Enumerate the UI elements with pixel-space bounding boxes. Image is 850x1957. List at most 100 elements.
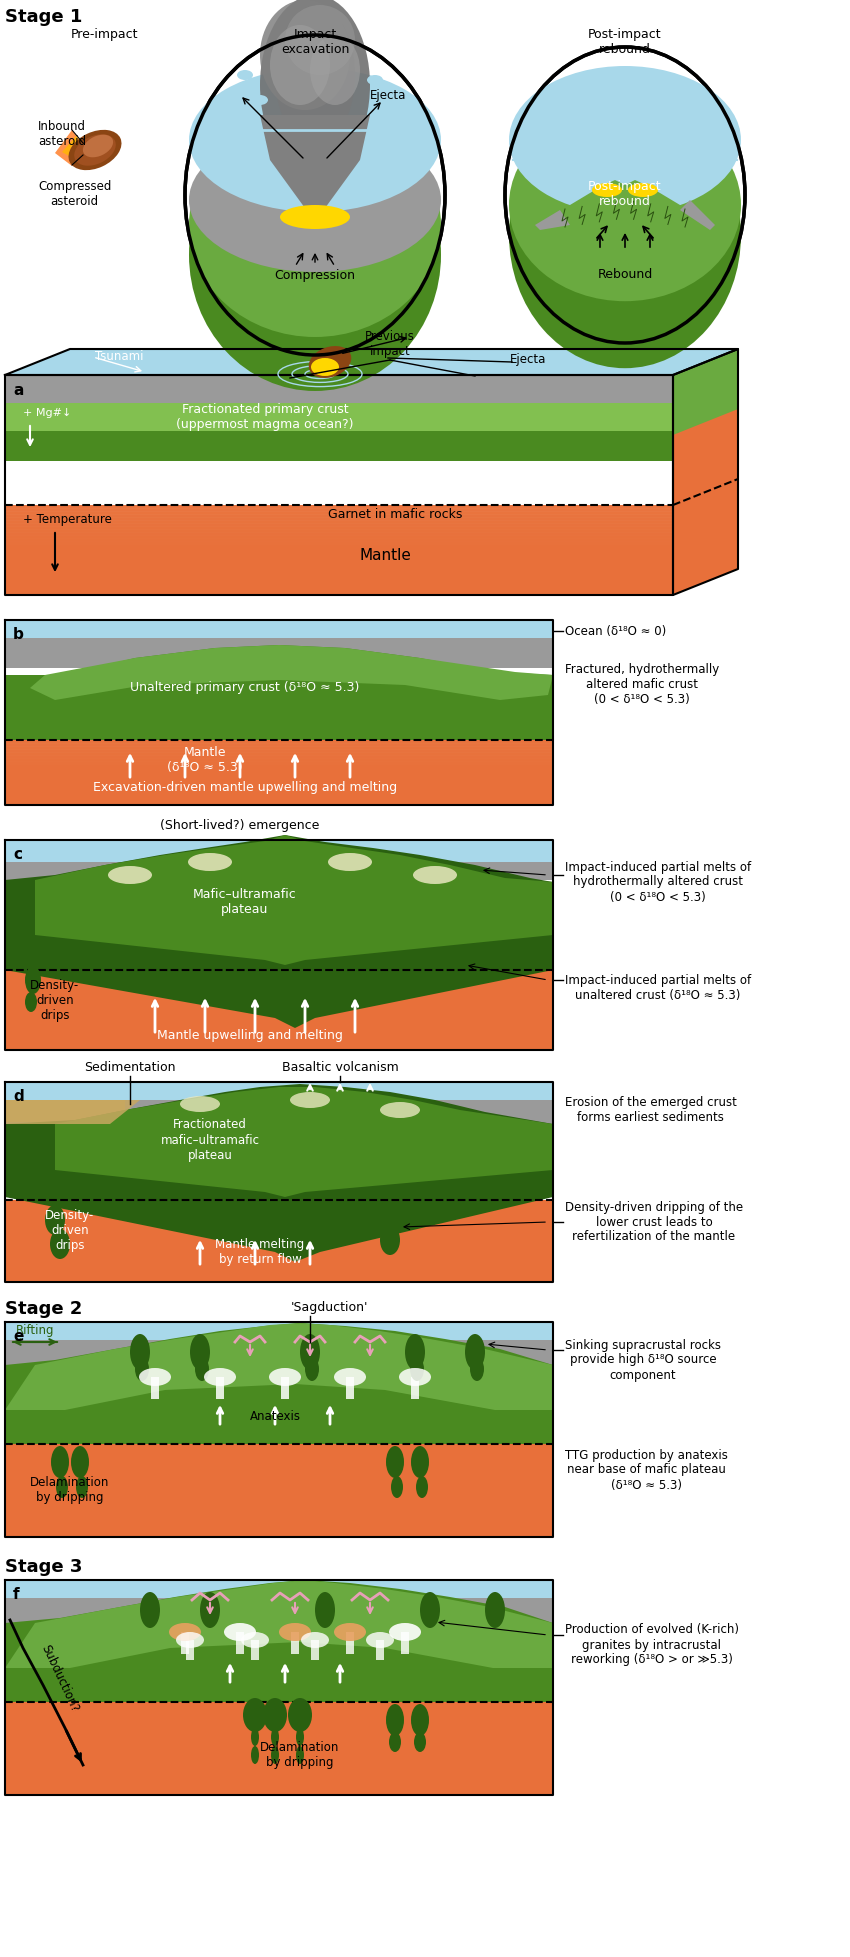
Bar [5,1444,553,1536]
Text: Density-driven dripping of the
lower crust leads to
refertilization of the mantl: Density-driven dripping of the lower cru… [565,1200,743,1243]
Polygon shape [5,646,553,740]
Ellipse shape [290,1092,330,1108]
Text: d: d [13,1088,24,1104]
Bar [181,1632,189,1654]
Bar [376,1640,384,1660]
Bar [5,1082,553,1104]
Bar [5,761,553,765]
Ellipse shape [509,110,741,301]
Ellipse shape [69,129,122,170]
Text: b: b [13,626,24,642]
Ellipse shape [140,1591,160,1628]
Text: Ejecta: Ejecta [510,354,547,366]
Bar [5,750,553,753]
Text: c: c [13,847,22,861]
Ellipse shape [328,853,372,871]
Bar [5,509,673,513]
Bar [5,744,553,748]
Text: TTG production by anatexis
near base of mafic plateau
(δ¹⁸O ≈ 5.3): TTG production by anatexis near base of … [565,1448,728,1491]
Ellipse shape [315,1591,335,1628]
Ellipse shape [243,1699,267,1732]
Ellipse shape [628,184,658,198]
Bar [5,1323,553,1344]
Ellipse shape [386,1705,404,1736]
Ellipse shape [280,205,350,229]
Polygon shape [5,1579,553,1703]
Ellipse shape [189,127,441,272]
Ellipse shape [301,1632,329,1648]
Ellipse shape [185,35,445,354]
Ellipse shape [411,1705,429,1736]
Text: Stage 1: Stage 1 [5,8,82,25]
Ellipse shape [288,1699,312,1732]
Text: + Temperature: + Temperature [23,513,112,526]
Ellipse shape [380,1102,420,1117]
Bar [5,763,553,767]
Text: Inbound
asteroid: Inbound asteroid [38,119,86,149]
Bar [5,757,553,761]
Ellipse shape [237,70,253,80]
Ellipse shape [190,1335,210,1370]
Bar [5,740,553,744]
Text: (Short-lived?) emergence: (Short-lived?) emergence [161,818,320,832]
Ellipse shape [25,967,41,994]
Text: Stage 3: Stage 3 [5,1558,82,1575]
Bar [281,1378,289,1399]
Text: Impact
excavation: Impact excavation [280,27,349,57]
Ellipse shape [251,1746,259,1763]
Bar [5,431,673,462]
Ellipse shape [279,1622,311,1642]
Ellipse shape [224,1622,256,1642]
Ellipse shape [195,1356,209,1382]
Ellipse shape [260,0,370,174]
Text: Ejecta: Ejecta [370,88,406,102]
Bar [5,746,553,750]
Ellipse shape [414,1732,426,1752]
Ellipse shape [382,90,398,100]
Text: Delamination
by dripping: Delamination by dripping [260,1742,340,1769]
Bar [5,1579,553,1603]
Bar [5,638,553,667]
Text: Mafic–ultramafic
plateau: Mafic–ultramafic plateau [193,888,297,916]
Text: Fractured, hydrothermally
altered mafic crust
(0 < δ¹⁸O < 5.3): Fractured, hydrothermally altered mafic … [565,663,719,706]
Polygon shape [5,836,553,1027]
Text: Delamination
by dripping: Delamination by dripping [31,1476,110,1505]
Text: Garnet in mafic rocks: Garnet in mafic rocks [328,509,462,521]
Ellipse shape [108,867,152,885]
Polygon shape [5,1100,140,1123]
Ellipse shape [263,1699,287,1732]
Ellipse shape [50,1229,70,1258]
Bar [5,523,673,526]
Ellipse shape [204,1368,236,1386]
Ellipse shape [311,358,339,376]
Ellipse shape [416,1476,428,1497]
Text: Fractionated primary crust
(uppermost magma ocean?): Fractionated primary crust (uppermost ma… [176,403,354,431]
Text: Ocean (δ¹⁸O ≈ 0): Ocean (δ¹⁸O ≈ 0) [565,624,666,638]
Ellipse shape [370,1202,390,1233]
Bar [5,740,553,804]
Text: Density-
driven
drips: Density- driven drips [31,978,80,1022]
Bar [311,1640,319,1660]
Ellipse shape [296,1728,304,1746]
Ellipse shape [188,853,232,871]
Bar [5,620,553,642]
Text: Previous
impact: Previous impact [365,331,415,358]
Text: Stage 2: Stage 2 [5,1299,82,1317]
Ellipse shape [135,1356,149,1382]
Bar [5,526,673,530]
Bar [5,532,673,536]
Ellipse shape [200,1591,220,1628]
Polygon shape [680,200,715,231]
Bar [5,528,673,532]
Ellipse shape [420,1591,440,1628]
Bar [5,534,673,538]
Ellipse shape [334,1368,366,1386]
Text: a: a [13,384,23,397]
Bar [5,1341,553,1364]
Bar [5,403,673,431]
Ellipse shape [366,1632,394,1648]
Ellipse shape [309,346,351,378]
Bar [5,538,673,542]
Bar [5,505,673,595]
Polygon shape [5,1579,553,1667]
